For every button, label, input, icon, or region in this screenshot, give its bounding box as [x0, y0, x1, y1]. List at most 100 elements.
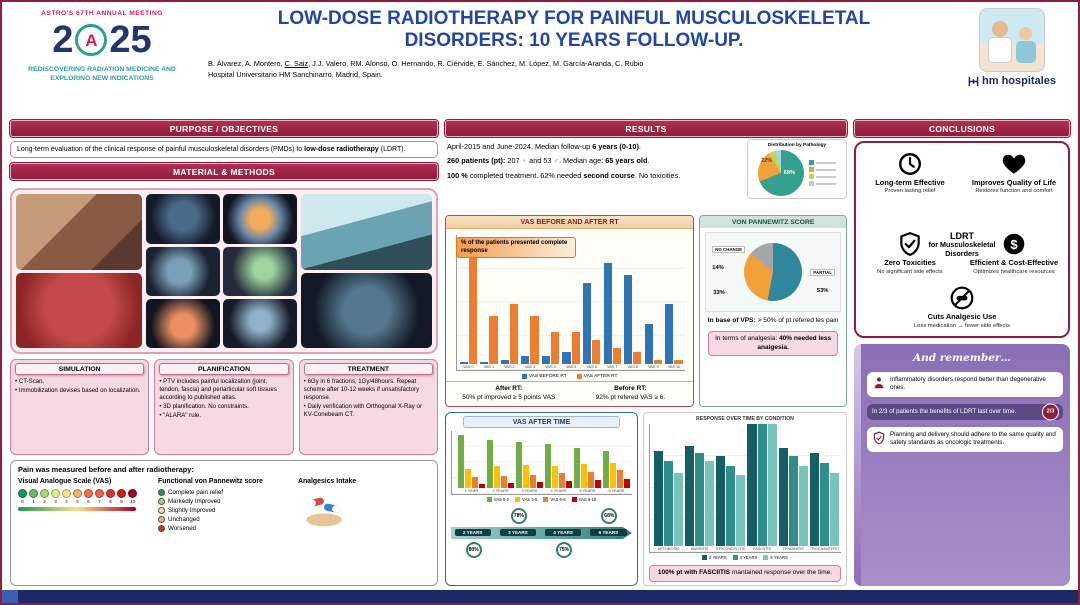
- pathology-pie-legend: [809, 160, 836, 187]
- method-box-title: PLANIFICATION: [159, 363, 289, 376]
- conclusions-panel: Long-term Effective Proven lasting relief…: [854, 141, 1070, 338]
- vas-scale-number: 4: [65, 499, 68, 505]
- pie-slice-label: NO CHANGE: [712, 246, 746, 253]
- pain-face-icon: [40, 489, 49, 499]
- bar-group: 1 YEAR: [458, 431, 485, 494]
- bar-6-years: [767, 424, 777, 547]
- method-box-bullets: PTV includes painful localization (joint…: [159, 378, 288, 420]
- bar-vas-9-10: [508, 482, 514, 488]
- method-box: SIMULATION CT-Scan.Immobilization devises…: [10, 359, 150, 456]
- conclusion-subtitle: Optimizes healthcare resources: [973, 268, 1055, 275]
- bar-vas-after-rt: [530, 315, 539, 365]
- conclusion-item: Long-term Effective Proven lasting relief: [860, 151, 960, 195]
- heart-icon: [1001, 151, 1027, 177]
- bar-2-years: [809, 453, 819, 547]
- pain-face-icon: [95, 489, 104, 499]
- timeline: 80% 2 YEARS 78% 3 YEARS 75% 4 YEARS 68% 6 YEARS: [451, 508, 632, 558]
- bar-vas-6-8: [559, 473, 565, 488]
- bar-2-years: [685, 446, 695, 547]
- vas-notes: After RT: 50% pt improved ≥ 5 points VAS…: [446, 381, 694, 406]
- poster-body: PURPOSE / OBJECTIVES Long-term evaluatio…: [9, 119, 1071, 586]
- bar-category-label: 4 YEARS: [550, 489, 567, 493]
- bar-4-years: [664, 460, 674, 547]
- before-rt-note: Before RT: 92% pt refered VAS ≥ 6.: [572, 385, 690, 402]
- conclusions-bottom: Cuts Analgesic Use Less medication → fewe…: [860, 285, 1064, 329]
- conclusion-subtitle: Less medication → fewer side effects: [914, 322, 1010, 329]
- bar-4-years: [726, 465, 736, 547]
- pathology-pie-wrap: 69% 22%: [758, 150, 836, 197]
- bar-vas-after-rt: [571, 331, 580, 365]
- methods-photo-panel: [10, 188, 438, 355]
- affiliation-line: Hospital Universitario HM Sanchinarro. M…: [208, 69, 383, 79]
- bar-4-years: [788, 455, 798, 547]
- after-rt-title: After RT:: [495, 385, 523, 393]
- vps-pie-chart: [744, 243, 803, 301]
- timeline-arrow: [451, 527, 632, 539]
- remember-text: Planning and delivery should adhere to t…: [890, 431, 1056, 447]
- timeline-percent-badge: 78%: [510, 508, 527, 524]
- bar-4-years: [757, 424, 767, 547]
- vas-scale-graphic: 0 1 2 3 4 5 6 7 8 9 10: [18, 489, 150, 504]
- bar-vas-0-2: [487, 439, 493, 488]
- poster-title: LOW-DOSE RADIOTHERAPY FOR PAINFUL MUSCUL…: [277, 8, 871, 52]
- remember-text: In 2/3 of patients the benefits of LDRT …: [872, 407, 1017, 415]
- vas-scale-number: 9: [120, 499, 123, 505]
- timeline-step: 80% 2 YEARS: [451, 508, 496, 558]
- bar-category-label: VAS 8: [627, 365, 639, 370]
- bar-vas-9-10: [595, 480, 601, 488]
- vps-improved-label: 33%: [713, 281, 725, 299]
- vas-before-after-panel: VAS BEFORE AND AFTER RT % of the patient…: [445, 215, 695, 407]
- mascot-illustration: [979, 8, 1045, 72]
- bar-category-label: 6 YEARS: [608, 489, 625, 493]
- cartoon-figure: [1019, 27, 1032, 40]
- bar-vas-before-rt: [521, 356, 530, 365]
- pie-legend-item: [809, 174, 836, 180]
- ldrt-center-statement: LDRT for Musculoskeletal Disorders: [919, 231, 1005, 258]
- condition-chart-legend: 2 YEARS 4 YEARS 6 YEARS: [649, 553, 841, 562]
- bar-vas-3-5: [465, 468, 471, 488]
- vas-scale-point: 2: [40, 489, 49, 504]
- bar-vas-6-8: [530, 474, 536, 488]
- bar-group: BURSITIS: [685, 424, 715, 552]
- vas-scale-point: 5: [73, 489, 82, 504]
- results-header: RESULTS: [444, 119, 848, 138]
- bar-vas-after-rt: [509, 303, 519, 365]
- vas-scale-number: 1: [32, 499, 35, 505]
- hm-logo-text: hm hospitales: [982, 75, 1056, 87]
- vas-scale-point: 0: [18, 489, 27, 504]
- conclusions-grid: Long-term Effective Proven lasting relief…: [860, 151, 1064, 275]
- results-column: RESULTS April-2015 and June-2024. Median…: [444, 119, 848, 586]
- remember-text: Inflammatory disorders respond better th…: [890, 376, 1046, 392]
- bar-group: TROCHANTERITIS: [809, 424, 839, 552]
- title-block: LOW-DOSE RADIOTHERAPY FOR PAINFUL MUSCUL…: [202, 8, 946, 116]
- pannewitz-block: Functional von Pannewitz score Complete …: [158, 478, 290, 534]
- method-box-bullets: 6Gy in 6 fractions, 1Gy/48hours. Repeat …: [304, 378, 433, 419]
- results-line: 260 patients (pt): 207 ♀ and 53 ♂. Media…: [447, 156, 739, 167]
- vas-scale-point: 8: [106, 489, 115, 504]
- hm-hospitales-logo: hm hospitales: [968, 75, 1056, 87]
- bullet: Daily verification with Orthogonal X-Ray…: [304, 403, 433, 419]
- pannewitz-item: Worsened: [158, 525, 290, 533]
- vas-bar-chart: VAS 0 VAS 1 VAS 2 VAS 3 VAS 4 VAS 5 VAS 6 VAS 7…: [456, 235, 686, 372]
- clock-icon: [897, 151, 923, 177]
- left-column: PURPOSE / OBJECTIVES Long-term evaluatio…: [9, 119, 439, 586]
- bar-category-label: VAS 1: [483, 365, 495, 370]
- vas-chart-area: % of the patients presented complete res…: [446, 229, 693, 372]
- pie-slice-label: 69%: [783, 170, 795, 177]
- bar-6-years: [674, 472, 684, 547]
- bar-category-label: TENDINITIS: [782, 547, 804, 552]
- analgesia-note: In terms of analgesia: 40% needed less a…: [708, 330, 838, 357]
- charts-row-1: VAS BEFORE AND AFTER RT % of the patient…: [445, 215, 847, 407]
- ct-planning-image: [146, 299, 221, 349]
- results-line: 100 % completed treatment. 62% needed se…: [447, 170, 681, 180]
- bar-vas-after-rt: [674, 360, 683, 365]
- vas-chart-legend: VAS BEFORE RT VAS AFTER RT: [446, 372, 693, 381]
- conclusion-item: Improves Quality of Life Restores functio…: [964, 151, 1064, 195]
- bar-vas-3-5: [523, 465, 529, 488]
- complete-response-callout: % of the patients presented complete res…: [456, 237, 576, 258]
- timeline-step: 78% 3 YEARS: [496, 508, 541, 558]
- bar-vas-before-rt: [624, 275, 633, 365]
- pannewitz-item-label: Worsened: [168, 525, 197, 533]
- after-rt-text: 50% pt improved ≥ 5 points VAS: [462, 393, 556, 401]
